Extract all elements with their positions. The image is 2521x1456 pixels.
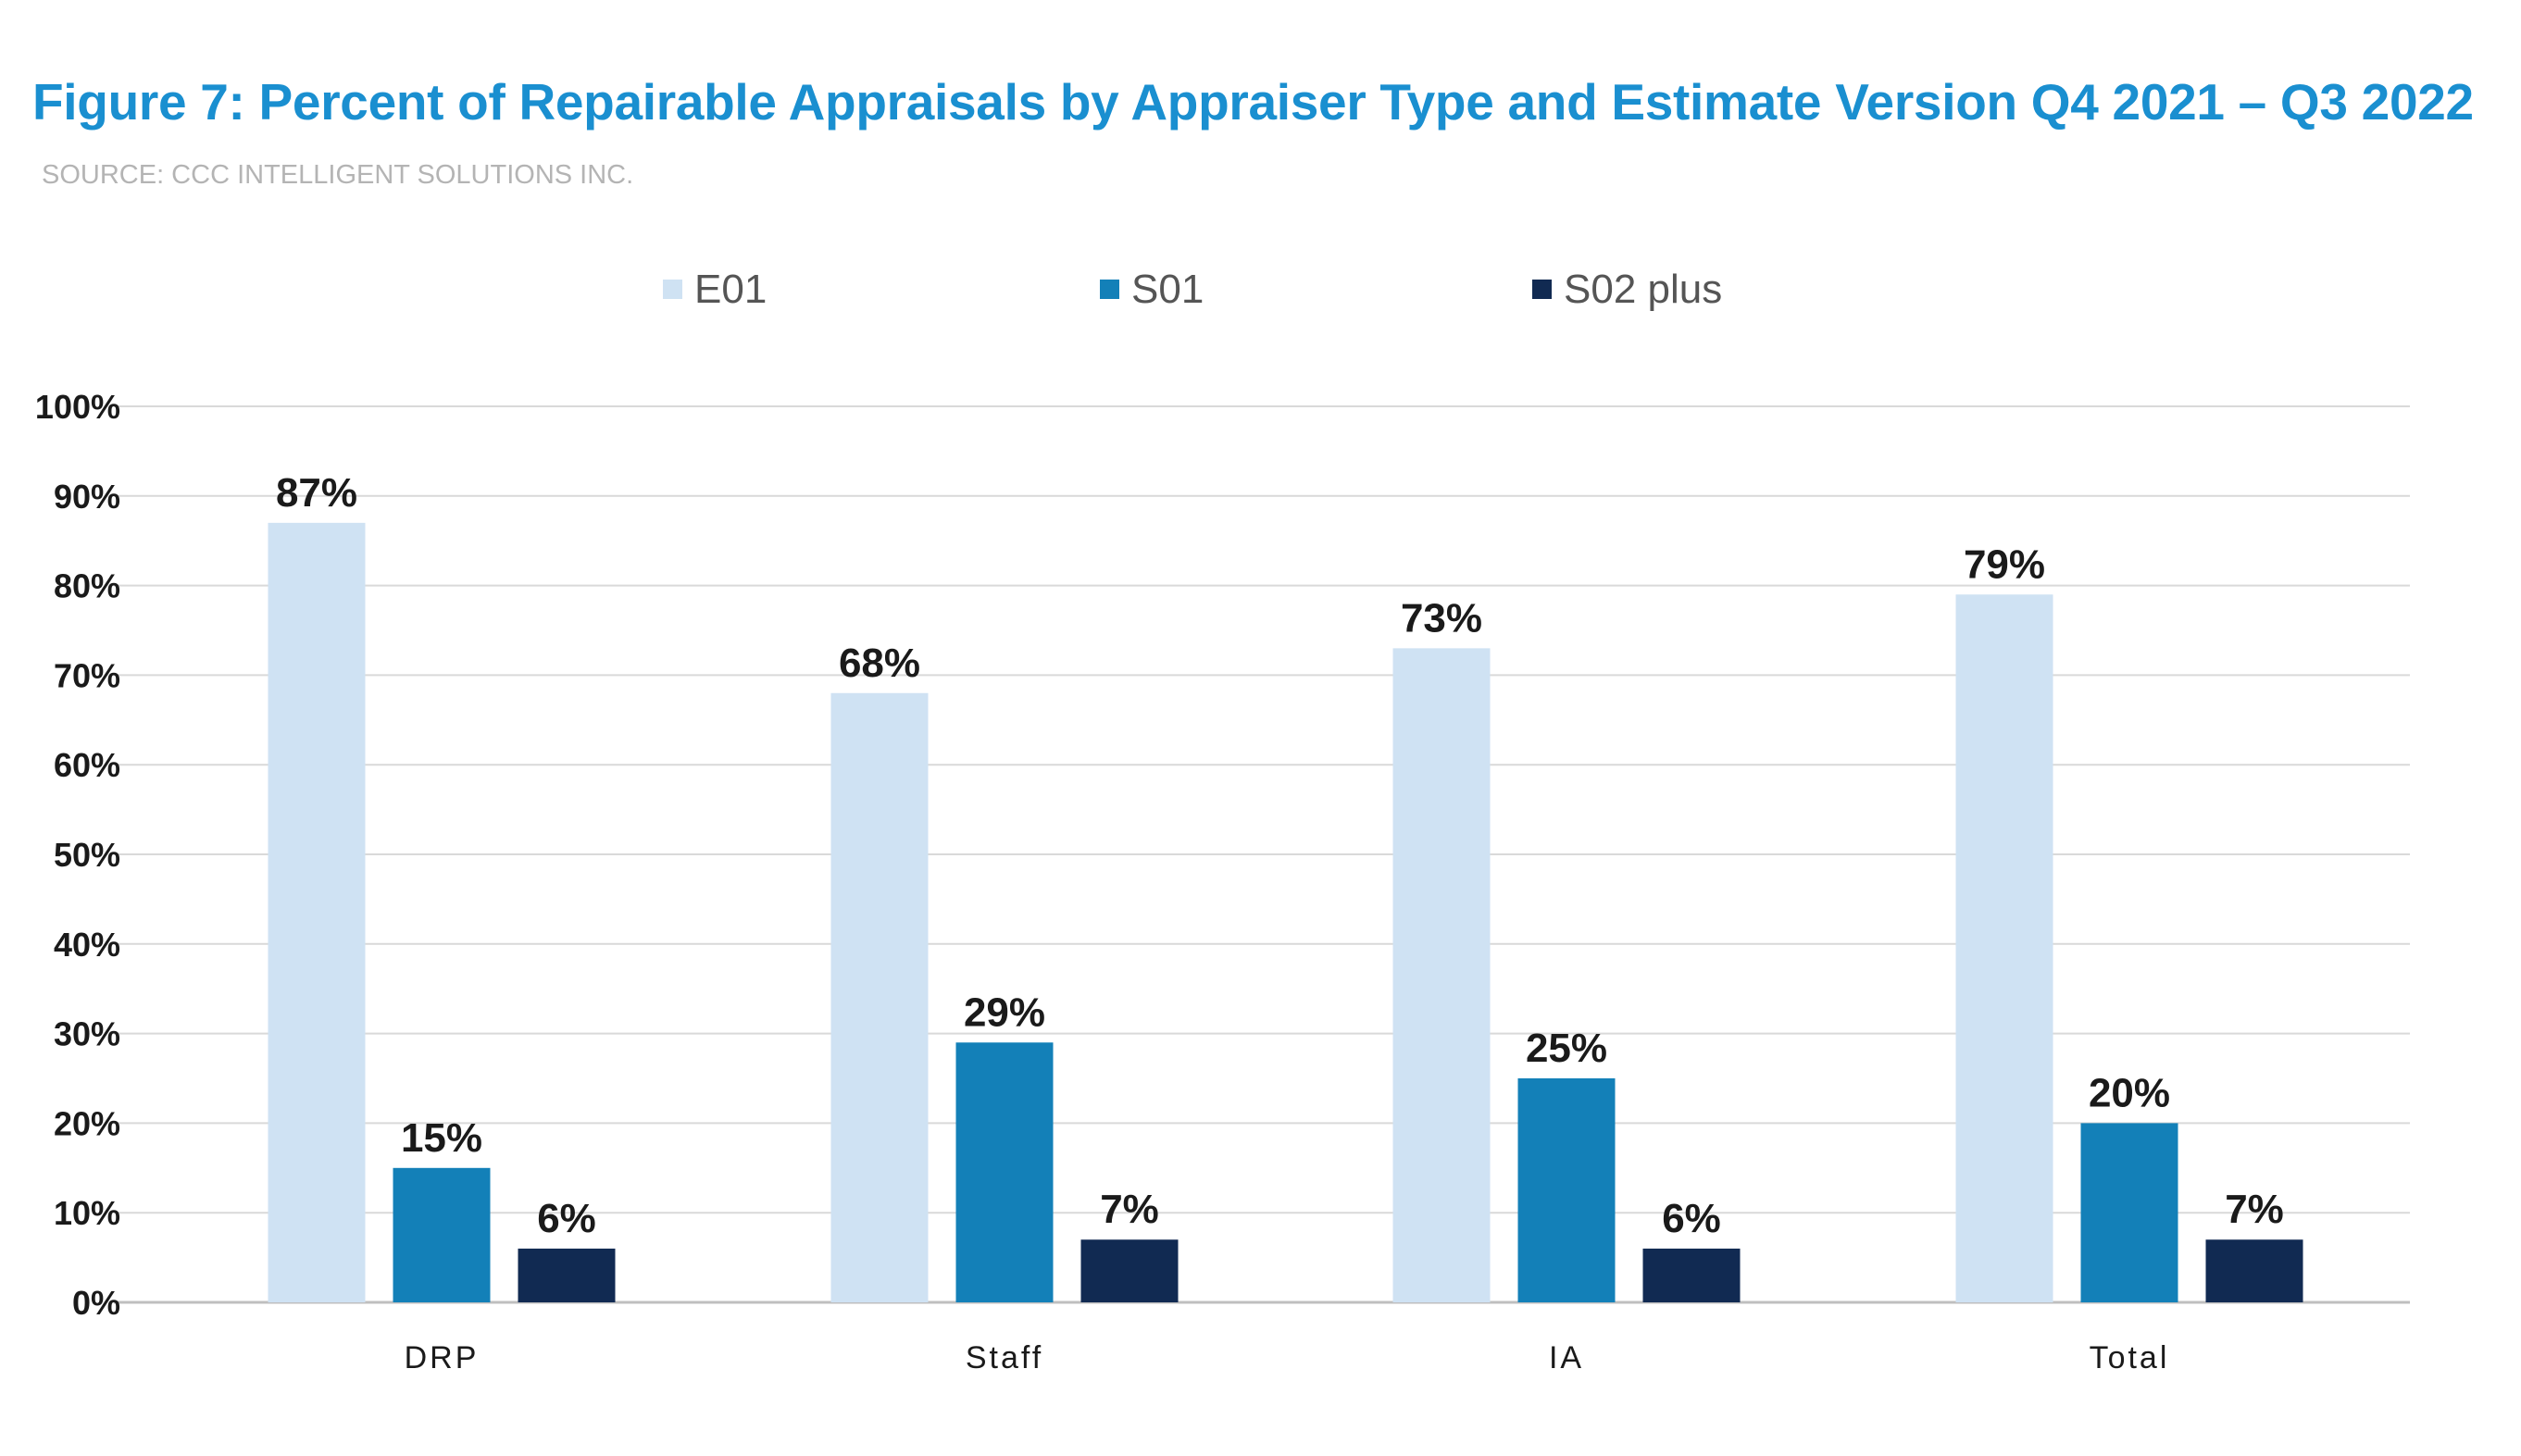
y-tick-label: 70% bbox=[54, 656, 120, 694]
y-tick-label: 30% bbox=[54, 1015, 120, 1053]
y-tick-label: 90% bbox=[54, 478, 120, 516]
data-label: 15% bbox=[401, 1115, 482, 1161]
data-label: 29% bbox=[964, 989, 1045, 1035]
bar-s01-total bbox=[2080, 1123, 2178, 1302]
bar-e01-ia bbox=[1392, 648, 1491, 1302]
data-label: 7% bbox=[1100, 1187, 1159, 1232]
data-label: 25% bbox=[1526, 1026, 1607, 1071]
data-label: 6% bbox=[537, 1196, 596, 1241]
bar-s02-plus-ia bbox=[1642, 1248, 1741, 1302]
y-tick-label: 10% bbox=[54, 1194, 120, 1232]
y-tick-label: 50% bbox=[54, 836, 120, 874]
bars bbox=[268, 522, 2303, 1302]
x-category-label: Staff bbox=[966, 1340, 1043, 1375]
bar-s02-plus-drp bbox=[518, 1248, 616, 1302]
data-label: 73% bbox=[1401, 595, 1482, 641]
x-category-label: IA bbox=[1549, 1340, 1584, 1375]
data-label: 68% bbox=[839, 641, 920, 686]
bar-s01-drp bbox=[393, 1167, 491, 1302]
y-tick-label: 0% bbox=[72, 1284, 120, 1322]
legend-label: S01 bbox=[1131, 267, 1204, 312]
legend: E01 S01 S02 plus bbox=[663, 267, 1722, 312]
x-category-label: Total bbox=[2090, 1340, 2170, 1375]
legend-label: E01 bbox=[694, 267, 767, 312]
legend-swatch bbox=[663, 280, 682, 299]
legend-swatch bbox=[1532, 280, 1552, 299]
bar-s01-staff bbox=[955, 1042, 1054, 1302]
data-label: 20% bbox=[2089, 1070, 2170, 1115]
y-tick-label: 100% bbox=[35, 388, 120, 426]
bar-s02-plus-staff bbox=[1080, 1239, 1179, 1302]
y-tick-label: 40% bbox=[54, 926, 120, 964]
bar-s02-plus-total bbox=[2205, 1239, 2303, 1302]
legend-swatch bbox=[1100, 280, 1119, 299]
y-tick-label: 80% bbox=[54, 567, 120, 605]
data-label: 79% bbox=[1964, 541, 2045, 587]
bar-s01-ia bbox=[1517, 1078, 1616, 1302]
bar-e01-staff bbox=[830, 692, 929, 1302]
bar-e01-total bbox=[1955, 594, 2053, 1302]
y-axis-ticks: 0% 10% 20% 30% 40% 50% 60% 70% 80% 90% 100% bbox=[35, 388, 120, 1322]
data-labels: 87% 68% 73% 79% 15% 29% 25% 20% 6% 7% 6% 7% bbox=[276, 470, 2284, 1241]
y-tick-label: 20% bbox=[54, 1104, 120, 1142]
x-category-label: DRP bbox=[405, 1340, 480, 1375]
x-axis-categories: DRP Staff IA Total bbox=[405, 1340, 2170, 1375]
bar-e01-drp bbox=[268, 522, 366, 1302]
data-label: 7% bbox=[2225, 1187, 2284, 1232]
chart-source: SOURCE: CCC INTELLIGENT SOLUTIONS INC. bbox=[42, 160, 634, 190]
data-label: 6% bbox=[1662, 1196, 1721, 1241]
legend-label: S02 plus bbox=[1564, 267, 1722, 312]
data-label: 87% bbox=[276, 470, 357, 516]
chart-title: Figure 7: Percent of Repairable Appraisa… bbox=[32, 73, 2474, 131]
y-tick-label: 60% bbox=[54, 746, 120, 784]
